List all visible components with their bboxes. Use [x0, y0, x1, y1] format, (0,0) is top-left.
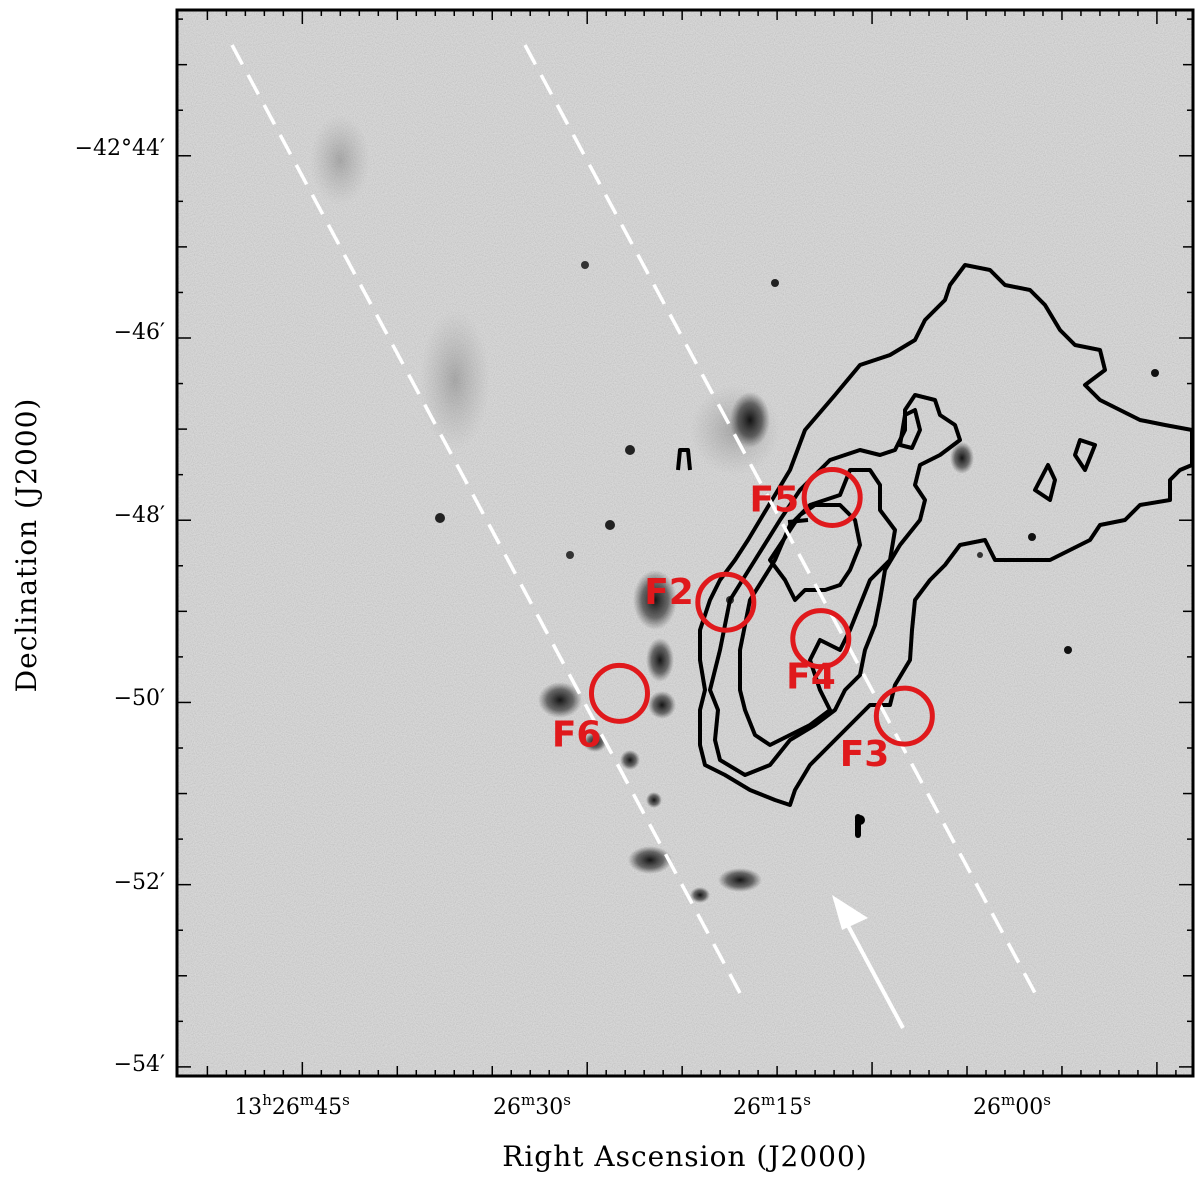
y-axis-labels: −42°44′ −46′ −48′ −50′ −52′ −54′ [75, 136, 165, 1077]
field-label-f3: F3 [840, 734, 890, 775]
x-axis-labels: 13h26m45s 26m30s 26m15s 26m00s [234, 1091, 1051, 1120]
y-tick-label: −50′ [114, 686, 165, 711]
field-circle-f2 [695, 571, 757, 633]
field-label-f4: F4 [786, 657, 836, 698]
y-tick-label: −48′ [114, 503, 165, 528]
slit-line-left [230, 44, 742, 994]
field-circle-f3 [873, 685, 935, 747]
contour-2 [708, 393, 962, 777]
direction-arrow [832, 895, 905, 1029]
field-circle-f6 [588, 662, 650, 724]
x-tick-label: 26m30s [493, 1091, 571, 1120]
field-label-f6: F6 [552, 714, 602, 755]
overlay-lines [230, 44, 1037, 994]
y-axis-title: Declination (J2000) [10, 398, 43, 693]
field-circle-f4 [790, 608, 852, 670]
plot-frame [175, 8, 1195, 1078]
contour-small-5 [787, 518, 809, 524]
sky-image [177, 10, 1193, 1076]
x-tick-label: 26m15s [733, 1091, 811, 1120]
contour-set [676, 263, 1193, 807]
contour-small-1 [676, 448, 692, 471]
y-tick-label: −46′ [114, 320, 165, 345]
x-tick-label: 13h26m45s [234, 1091, 350, 1120]
contour-inner [768, 503, 862, 602]
contour-3 [738, 468, 897, 747]
slit-line-right [523, 44, 1037, 994]
x-tick-label: 26m00s [973, 1091, 1051, 1120]
field-label-f5: F5 [750, 479, 800, 520]
y-tick-label: −52′ [114, 870, 165, 895]
contour-small-4 [898, 408, 922, 450]
x-axis-title: Right Ascension (J2000) [502, 1140, 867, 1173]
field-label-f2: F2 [644, 572, 694, 613]
arrow-head-icon [832, 895, 868, 930]
y-tick-label: −42°44′ [75, 136, 165, 161]
contour-small-2 [1033, 463, 1057, 502]
axis-ticks [177, 10, 1193, 1076]
contour-small-3 [1073, 438, 1097, 472]
field-circle-f5 [801, 466, 863, 528]
y-tick-label: −54′ [114, 1052, 165, 1077]
contour-outer [698, 263, 1193, 807]
